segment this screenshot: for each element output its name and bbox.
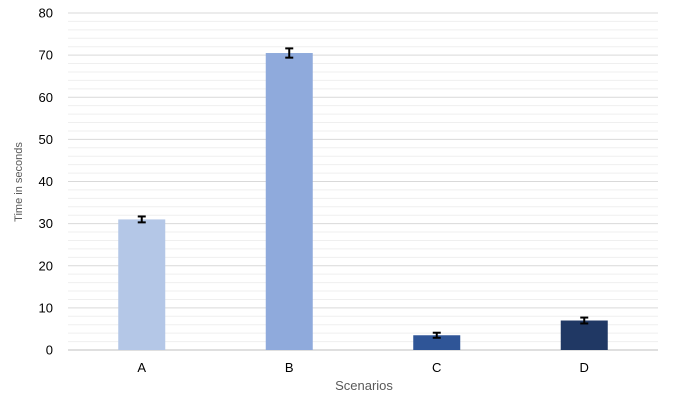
error-bar-B <box>285 47 294 59</box>
x-tick-label: C <box>432 360 441 375</box>
y-tick-label: 0 <box>46 343 53 358</box>
y-tick-label: 20 <box>39 258 53 273</box>
error-bar-D <box>580 316 589 325</box>
error-bars <box>137 47 589 339</box>
bar-B <box>265 53 313 351</box>
bars <box>118 53 608 351</box>
x-tick-label: B <box>285 360 294 375</box>
y-tick-label: 70 <box>39 48 53 63</box>
error-bar-A <box>137 215 146 224</box>
x-tick-label: A <box>137 360 146 375</box>
y-tick-label: 60 <box>39 90 53 105</box>
y-tick-labels: 0 10 20 30 40 50 60 70 80 <box>39 6 53 358</box>
x-axis-title: Scenarios <box>335 378 393 393</box>
y-tick-label: 80 <box>39 6 53 21</box>
error-bar-C <box>432 331 441 339</box>
y-tick-label: 40 <box>39 174 53 189</box>
y-tick-label: 10 <box>39 300 53 315</box>
x-tick-label: D <box>580 360 589 375</box>
x-tick-labels: A B C D <box>137 360 589 375</box>
y-tick-label: 50 <box>39 132 53 147</box>
bar-C <box>413 335 461 350</box>
bar-A <box>118 219 166 350</box>
y-axis-title: Time in seconds <box>13 142 25 222</box>
y-tick-label: 30 <box>39 216 53 231</box>
grid-lines <box>68 12 658 351</box>
bar-D <box>560 320 608 350</box>
